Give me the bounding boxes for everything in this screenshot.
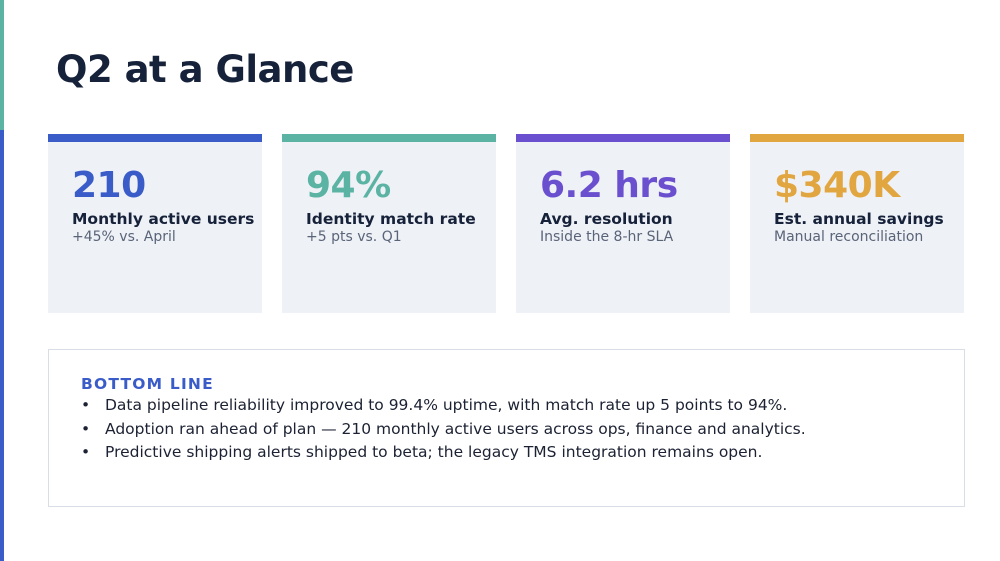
kpi-value: $340K xyxy=(774,165,900,206)
list-item-text: Adoption ran ahead of plan — 210 monthly… xyxy=(105,419,806,438)
kpi-accent-bar xyxy=(516,134,730,142)
bullet-glyph: • xyxy=(81,443,91,461)
edge-accent-teal xyxy=(0,0,4,130)
kpi-label: Identity match rate xyxy=(306,210,476,228)
kpi-card-monthly-active-users: 210 Monthly active users +45% vs. April xyxy=(48,134,262,313)
kpi-value: 210 xyxy=(72,165,146,206)
list-item: • Adoption ran ahead of plan — 210 month… xyxy=(81,418,806,442)
kpi-subtext: +5 pts vs. Q1 xyxy=(306,229,402,245)
kpi-accent-bar xyxy=(282,134,496,142)
kpi-card-avg-resolution: 6.2 hrs Avg. resolution Inside the 8-hr … xyxy=(516,134,730,313)
bottom-line-heading: BOTTOM LINE xyxy=(81,375,214,393)
list-item: • Data pipeline reliability improved to … xyxy=(81,394,806,418)
edge-accent-blue xyxy=(0,130,4,561)
kpi-label: Est. annual savings xyxy=(774,210,944,228)
kpi-accent-bar xyxy=(750,134,964,142)
list-item: • Predictive shipping alerts shipped to … xyxy=(81,441,806,465)
list-item-text: Data pipeline reliability improved to 99… xyxy=(105,396,788,414)
kpi-card-est-annual-savings: $340K Est. annual savings Manual reconci… xyxy=(750,134,964,313)
kpi-label: Avg. resolution xyxy=(540,210,673,228)
kpi-subtext: +45% vs. April xyxy=(72,229,176,245)
kpi-subtext: Manual reconciliation xyxy=(774,229,924,245)
bullet-glyph: • xyxy=(81,396,91,414)
kpi-label: Monthly active users xyxy=(72,210,255,228)
list-item-text: Predictive shipping alerts shipped to be… xyxy=(105,443,763,461)
bullet-glyph: • xyxy=(81,419,91,438)
page-title: Q2 at a Glance xyxy=(56,48,354,91)
bottom-line-list: • Data pipeline reliability improved to … xyxy=(81,394,806,465)
kpi-value: 6.2 hrs xyxy=(540,165,678,206)
kpi-value: 94% xyxy=(306,165,391,206)
kpi-subtext: Inside the 8-hr SLA xyxy=(540,229,674,245)
kpi-row: 210 Monthly active users +45% vs. April … xyxy=(48,134,964,313)
bottom-line-box: BOTTOM LINE • Data pipeline reliability … xyxy=(48,349,965,507)
kpi-card-identity-match-rate: 94% Identity match rate +5 pts vs. Q1 xyxy=(282,134,496,313)
kpi-accent-bar xyxy=(48,134,262,142)
